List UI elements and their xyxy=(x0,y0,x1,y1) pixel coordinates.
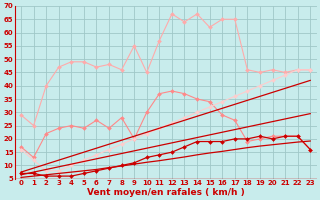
X-axis label: Vent moyen/en rafales ( km/h ): Vent moyen/en rafales ( km/h ) xyxy=(87,188,244,197)
